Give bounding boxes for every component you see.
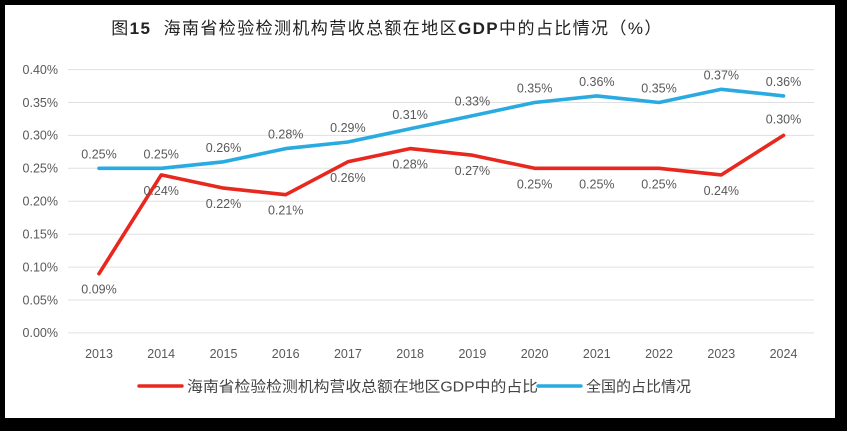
svg-text:0.30%: 0.30% [766,112,801,126]
svg-text:0.24%: 0.24% [704,184,739,198]
svg-text:0.15%: 0.15% [23,228,58,242]
svg-text:0.30%: 0.30% [23,129,58,143]
svg-text:0.26%: 0.26% [330,171,365,185]
svg-text:0.35%: 0.35% [517,82,552,96]
svg-text:0.24%: 0.24% [143,184,178,198]
svg-text:0.35%: 0.35% [641,82,676,96]
svg-text:0.22%: 0.22% [206,197,241,211]
svg-text:0.33%: 0.33% [455,95,490,109]
svg-text:0.25%: 0.25% [23,162,58,176]
svg-text:0.25%: 0.25% [81,147,116,161]
svg-text:0.40%: 0.40% [23,63,58,77]
svg-text:0.25%: 0.25% [517,177,552,191]
svg-text:0.26%: 0.26% [206,141,241,155]
svg-text:0.25%: 0.25% [143,147,178,161]
svg-text:0.28%: 0.28% [268,128,303,142]
svg-text:0.25%: 0.25% [579,177,614,191]
svg-text:2017: 2017 [334,347,362,361]
svg-text:0.37%: 0.37% [704,68,739,82]
svg-text:0.27%: 0.27% [455,164,490,178]
svg-text:2022: 2022 [645,347,673,361]
svg-text:0.05%: 0.05% [23,293,58,307]
svg-text:2023: 2023 [707,347,735,361]
svg-text:0.09%: 0.09% [81,283,116,297]
svg-text:2016: 2016 [272,347,300,361]
svg-text:0.28%: 0.28% [392,158,427,172]
svg-text:2014: 2014 [147,347,175,361]
svg-text:0.29%: 0.29% [330,121,365,135]
svg-text:2024: 2024 [770,347,798,361]
svg-text:0.25%: 0.25% [641,177,676,191]
svg-text:0.31%: 0.31% [392,108,427,122]
svg-text:2018: 2018 [396,347,424,361]
svg-text:0.36%: 0.36% [579,75,614,89]
svg-text:2015: 2015 [210,347,238,361]
svg-text:全国的占比情况: 全国的占比情况 [586,378,691,396]
svg-text:0.00%: 0.00% [23,326,58,340]
svg-text:0.35%: 0.35% [23,96,58,110]
svg-text:2021: 2021 [583,347,611,361]
svg-text:海南省检验检测机构营收总额在地区GDP中的占比: 海南省检验检测机构营收总额在地区GDP中的占比 [187,379,538,396]
svg-text:2020: 2020 [521,347,549,361]
svg-text:2013: 2013 [85,347,113,361]
svg-text:2019: 2019 [458,347,486,361]
svg-text:0.20%: 0.20% [23,195,58,209]
svg-text:0.21%: 0.21% [268,204,303,218]
svg-text:0.10%: 0.10% [23,260,58,274]
svg-text:0.36%: 0.36% [766,75,801,89]
